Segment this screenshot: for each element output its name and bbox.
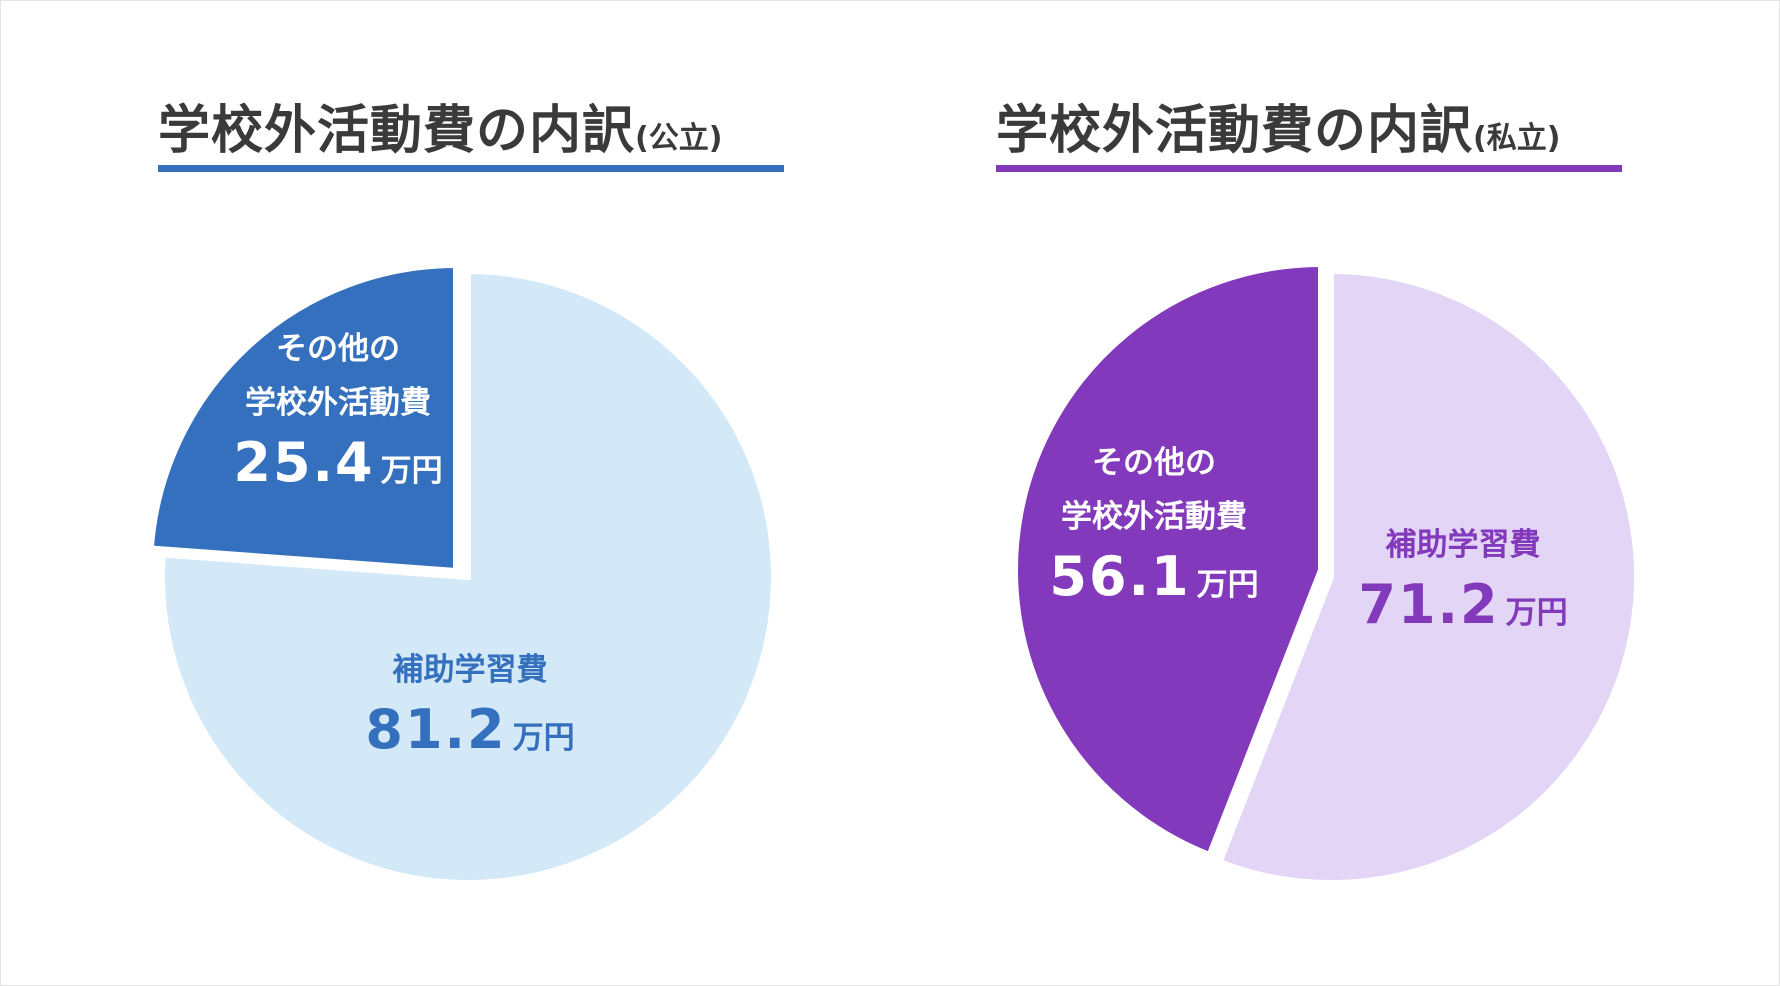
public-title-main: 学校外活動費の内訳 xyxy=(158,101,636,161)
private-slice-label-0: 補助学習費 71.2 万円 xyxy=(1358,527,1567,636)
slice-name-text: その他の xyxy=(1092,445,1216,481)
slice-name-text: その他の xyxy=(276,331,400,367)
public-pie-slice-1 xyxy=(147,261,459,575)
private-title-sub: (私立) xyxy=(1473,121,1561,156)
public-pie-slice-0 xyxy=(159,267,777,886)
private-chart-title: 学校外活動費の内訳(私立) xyxy=(996,88,1560,163)
private-pie-slice-0 xyxy=(1215,267,1640,886)
public-pie-panel: 学校外活動費の内訳(公立) 補助学習費 81.2 万円 その他の学校外活動費 25.4 万… xyxy=(147,88,784,886)
private-pie-slice-1 xyxy=(1012,260,1324,859)
slice-value-text: 25.4 万円 xyxy=(233,431,442,494)
private-title-underline xyxy=(996,165,1622,172)
public-chart-title: 学校外活動費の内訳(公立) xyxy=(158,88,722,163)
public-slice-label-0: 補助学習費 81.2 万円 xyxy=(365,652,574,761)
slice-name-text: 補助学習費 xyxy=(1385,527,1541,563)
private-title-main: 学校外活動費の内訳 xyxy=(996,101,1474,161)
public-title-sub: (公立) xyxy=(635,121,723,156)
slice-value-text: 81.2 万円 xyxy=(365,698,574,761)
public-title-underline xyxy=(158,165,784,172)
slice-name-text: 学校外活動費 xyxy=(245,385,431,421)
slice-value-text: 56.1 万円 xyxy=(1049,545,1258,608)
slice-value-text: 71.2 万円 xyxy=(1358,573,1567,636)
slice-name-text: 補助学習費 xyxy=(392,652,548,688)
slice-name-text: 学校外活動費 xyxy=(1061,499,1247,535)
private-pie-panel: 学校外活動費の内訳(私立) 補助学習費 71.2 万円 その他の学校外活動費 56.1 万… xyxy=(890,0,1780,986)
